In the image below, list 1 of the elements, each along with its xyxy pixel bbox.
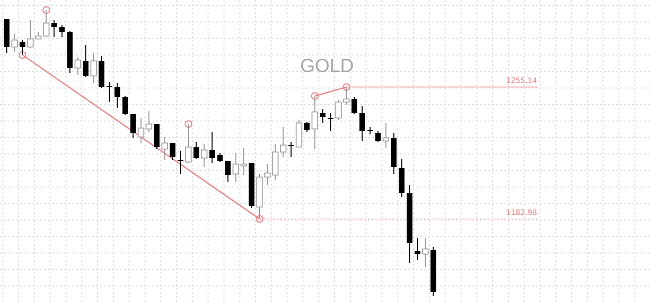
text: GOLD (300, 56, 354, 77)
